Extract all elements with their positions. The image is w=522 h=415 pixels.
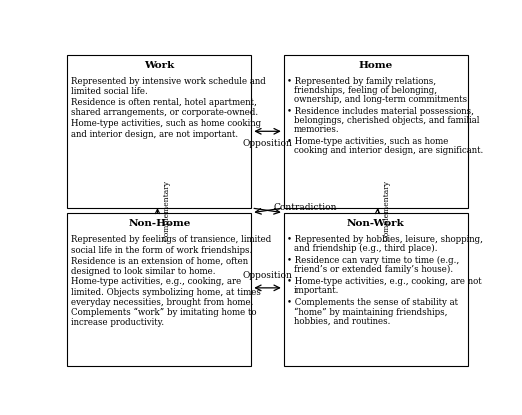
Text: • Residence can vary time to time (e.g.,: • Residence can vary time to time (e.g.,: [287, 256, 459, 265]
Text: friendships, feeling of belonging,: friendships, feeling of belonging,: [294, 86, 437, 95]
Text: Represented by intensive work schedule and
limited social life.: Represented by intensive work schedule a…: [70, 77, 265, 96]
Text: Home-type activities, such as home cooking
and interior design, are not importan: Home-type activities, such as home cooki…: [70, 119, 260, 139]
Text: Complementary: Complementary: [383, 180, 390, 241]
Text: ownership, and long-term commitments.: ownership, and long-term commitments.: [294, 95, 470, 104]
Text: friend’s or extended family’s house).: friend’s or extended family’s house).: [294, 265, 453, 274]
Text: Opposition: Opposition: [243, 271, 292, 280]
Text: Non-Home: Non-Home: [128, 219, 191, 228]
Text: memories.: memories.: [294, 125, 340, 134]
Text: Complementary: Complementary: [162, 180, 170, 241]
Text: and friendship (e.g., third place).: and friendship (e.g., third place).: [294, 244, 438, 253]
Text: belongings, cherished objects, and familial: belongings, cherished objects, and famil…: [294, 116, 480, 125]
FancyBboxPatch shape: [284, 213, 468, 366]
FancyBboxPatch shape: [67, 213, 252, 366]
Text: • Home-type activities, such as home: • Home-type activities, such as home: [287, 137, 448, 146]
Text: • Represented by family relations,: • Represented by family relations,: [287, 77, 436, 86]
Text: Residence is often rental, hotel apartment,
shared arrangements, or corporate-ow: Residence is often rental, hotel apartme…: [70, 98, 258, 117]
Text: Residence is an extension of home, often
designed to look similar to home.: Residence is an extension of home, often…: [70, 256, 247, 276]
Text: Home: Home: [359, 61, 393, 70]
Text: “home” by maintaining friendships,: “home” by maintaining friendships,: [294, 308, 448, 317]
Text: Complements “work” by imitating home to
increase productivity.: Complements “work” by imitating home to …: [70, 308, 256, 327]
Text: Non-Work: Non-Work: [347, 219, 405, 228]
Text: Home-type activities, e.g., cooking, are
limited. Objects symbolizing home, at t: Home-type activities, e.g., cooking, are…: [70, 277, 260, 307]
Text: • Home-type activities, e.g., cooking, are not: • Home-type activities, e.g., cooking, a…: [287, 277, 482, 286]
Text: • Represented by hobbies, leisure, shopping,: • Represented by hobbies, leisure, shopp…: [287, 235, 483, 244]
Text: • Residence includes material possessions,: • Residence includes material possession…: [287, 107, 474, 116]
Text: Represented by feelings of transience, limited
social life in the form of work f: Represented by feelings of transience, l…: [70, 235, 271, 254]
Text: important.: important.: [294, 286, 340, 295]
Text: Opposition: Opposition: [243, 139, 292, 148]
Text: Work: Work: [144, 61, 174, 70]
Text: Contradiction: Contradiction: [274, 203, 337, 212]
FancyBboxPatch shape: [284, 55, 468, 208]
Text: • Complements the sense of stability at: • Complements the sense of stability at: [287, 298, 458, 308]
Text: hobbies, and routines.: hobbies, and routines.: [294, 316, 390, 325]
Text: cooking and interior design, are significant.: cooking and interior design, are signifi…: [294, 146, 483, 155]
FancyBboxPatch shape: [67, 55, 252, 208]
